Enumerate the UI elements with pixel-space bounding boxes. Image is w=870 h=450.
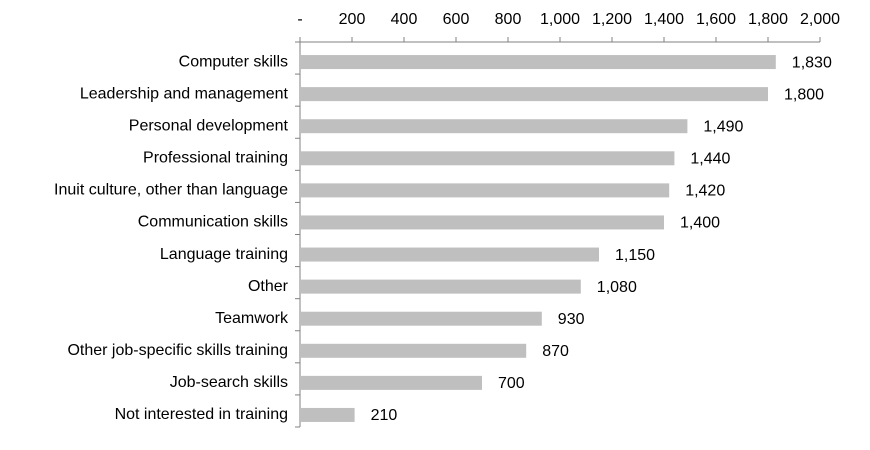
category-label: Leadership and management — [80, 85, 289, 102]
category-label: Inuit culture, other than language — [54, 182, 288, 199]
value-label: 1,400 — [680, 215, 720, 232]
bar — [300, 343, 527, 358]
category-label: Not interested in training — [115, 406, 288, 423]
bar — [300, 407, 355, 422]
value-label: 1,490 — [703, 118, 743, 135]
category-label: Teamwork — [215, 310, 289, 327]
x-tick-label: 800 — [495, 11, 522, 28]
bar — [300, 375, 482, 390]
value-label: 1,150 — [615, 247, 655, 264]
category-label: Job-search skills — [170, 374, 288, 391]
x-tick-label: 1,200 — [592, 11, 632, 28]
bar — [300, 311, 542, 326]
value-label: 1,080 — [597, 279, 637, 296]
category-label: Communication skills — [138, 214, 288, 231]
x-tick-label: 1,000 — [540, 11, 580, 28]
x-tick-label: 1,600 — [696, 11, 736, 28]
x-tick-label: 200 — [339, 11, 366, 28]
value-label: 1,830 — [792, 54, 832, 71]
x-tick-label: - — [297, 11, 302, 28]
value-label: 1,800 — [784, 86, 824, 103]
x-tick-label: 1,400 — [644, 11, 684, 28]
x-tick-label: 400 — [391, 11, 418, 28]
bar — [300, 183, 670, 198]
bar — [300, 87, 768, 102]
bar — [300, 279, 581, 294]
value-label: 870 — [542, 343, 569, 360]
x-tick-label: 600 — [443, 11, 470, 28]
bar — [300, 247, 599, 262]
value-label: 210 — [371, 407, 398, 424]
bar — [300, 55, 776, 70]
value-label: 1,420 — [685, 183, 725, 200]
bar — [300, 215, 664, 230]
value-label: 700 — [498, 375, 525, 392]
value-label: 930 — [558, 311, 585, 328]
bar — [300, 151, 675, 166]
x-tick-label: 1,800 — [748, 11, 788, 28]
category-label: Personal development — [129, 117, 289, 134]
category-label: Professional training — [143, 150, 288, 167]
category-label: Computer skills — [179, 53, 288, 70]
value-label: 1,440 — [690, 151, 730, 168]
x-tick-label: 2,000 — [800, 11, 840, 28]
bar — [300, 119, 688, 134]
category-label: Other — [248, 278, 289, 295]
category-label: Language training — [160, 246, 288, 263]
category-label: Other job-specific skills training — [67, 342, 288, 359]
